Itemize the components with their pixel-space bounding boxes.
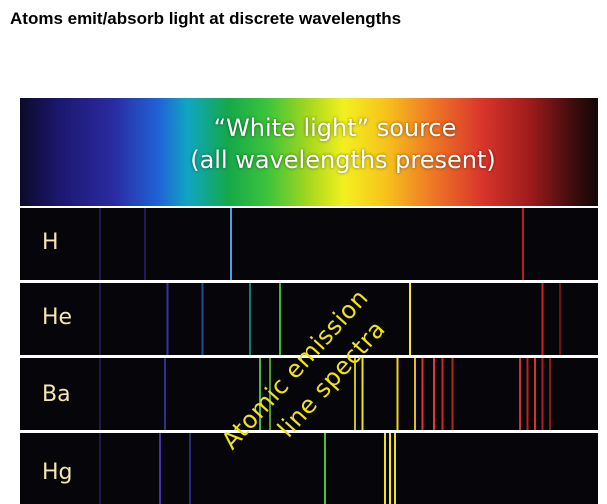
emission-line-hg-0: [99, 433, 101, 504]
element-label-ba: Ba: [42, 382, 71, 407]
emission-line-ba-13: [526, 358, 529, 430]
line-spectrum-he: [99, 283, 561, 355]
page-title: Atoms emit/absorb light at discrete wave…: [10, 9, 402, 28]
emission-line-he-3: [249, 283, 251, 355]
emission-line-ba-0: [99, 358, 101, 430]
spectrum-panel-he: He: [20, 283, 598, 355]
emission-line-he-0: [99, 283, 101, 355]
spectra-figure: “White light” source (all wavelengths pr…: [20, 98, 598, 504]
emission-line-ba-14: [534, 358, 536, 430]
emission-line-hg-5: [389, 433, 391, 504]
white-light-sublabel: (all wavelengths present): [190, 146, 496, 174]
spectrum-panel-h: H: [20, 208, 598, 280]
spectrum-panel-hg: Hg: [20, 433, 598, 504]
emission-line-ba-11: [451, 358, 454, 430]
emission-line-hg-6: [394, 433, 396, 504]
emission-line-ba-12: [519, 358, 521, 430]
emission-line-he-6: [541, 283, 544, 355]
emission-line-hg-1: [159, 433, 161, 504]
emission-line-h-3: [522, 208, 524, 280]
element-label-he: He: [42, 305, 73, 330]
element-label-hg: Hg: [42, 460, 73, 485]
element-label-h: H: [42, 230, 59, 255]
emission-line-ba-15: [541, 358, 544, 430]
spectrum-panel-ba: Ba: [20, 358, 598, 430]
emission-line-ba-4: [354, 358, 356, 430]
emission-line-h-2: [230, 208, 232, 280]
line-spectrum-hg: [99, 433, 396, 504]
emission-line-hg-3: [324, 433, 326, 504]
emission-line-ba-6: [396, 358, 399, 430]
emission-line-ba-8: [421, 358, 424, 430]
emission-line-hg-2: [189, 433, 191, 504]
emission-line-h-0: [99, 208, 101, 280]
emission-line-he-1: [166, 283, 169, 355]
emission-line-ba-7: [414, 358, 416, 430]
emission-line-hg-4: [384, 433, 386, 504]
emission-line-ba-3: [269, 358, 271, 430]
emission-line-he-5: [409, 283, 411, 355]
emission-line-ba-16: [549, 358, 551, 430]
emission-line-ba-5: [361, 358, 364, 430]
emission-line-ba-1: [164, 358, 166, 430]
emission-line-he-7: [559, 283, 561, 355]
white-light-label: “White light” source: [213, 114, 457, 142]
emission-line-ba-9: [433, 358, 435, 430]
emission-line-ba-10: [441, 358, 444, 430]
line-spectrum-h: [99, 208, 524, 280]
emission-line-h-1: [144, 208, 146, 280]
emission-line-he-4: [279, 283, 281, 355]
line-spectrum-ba: [99, 358, 551, 430]
emission-line-ba-2: [259, 358, 261, 430]
emission-line-he-2: [201, 283, 204, 355]
white-light-spectrum: “White light” source (all wavelengths pr…: [20, 98, 598, 206]
